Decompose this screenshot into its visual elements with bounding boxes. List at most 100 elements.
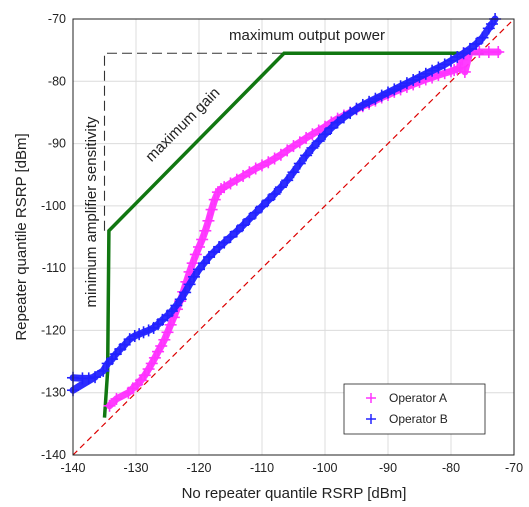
legend: Operator A Operator B <box>343 383 486 435</box>
y-tick-label: -130 <box>41 386 66 400</box>
data-point <box>89 371 102 384</box>
data-point <box>183 278 196 291</box>
data-point <box>413 70 426 83</box>
data-point <box>103 399 116 412</box>
data-point <box>363 95 376 108</box>
data-point <box>198 257 211 270</box>
y-tick-label: -70 <box>48 12 66 26</box>
data-point <box>256 159 268 172</box>
x-tick-label: -100 <box>312 461 337 475</box>
x-tick-label: -90 <box>379 461 397 475</box>
x-tick-label: -130 <box>123 461 148 475</box>
data-point <box>268 152 281 165</box>
data-point <box>142 324 155 337</box>
data-point <box>476 31 489 44</box>
data-point <box>174 293 187 306</box>
data-point <box>158 333 171 346</box>
data-point <box>237 219 250 232</box>
y-tick-label: -120 <box>41 323 66 337</box>
data-point <box>193 263 205 276</box>
x-tick-label: -70 <box>505 461 523 475</box>
data-point <box>230 173 243 186</box>
legend-box <box>343 383 486 435</box>
data-point <box>249 162 262 175</box>
data-point <box>470 37 483 50</box>
data-point <box>186 257 199 270</box>
data-point <box>193 240 205 253</box>
data-point <box>369 92 382 105</box>
data-point <box>205 203 218 216</box>
data-point <box>202 214 215 227</box>
data-point <box>312 135 325 148</box>
series-trail <box>69 15 499 394</box>
data-point <box>118 338 131 351</box>
legend-label-operator-b: Operator B <box>389 412 448 426</box>
data-point <box>274 181 287 194</box>
data-point <box>300 131 313 144</box>
data-point <box>164 318 177 331</box>
data-point <box>457 47 470 60</box>
data-point <box>451 50 464 63</box>
data-point <box>445 54 457 67</box>
data-point <box>293 157 306 170</box>
legend-label-operator-a: Operator A <box>389 391 447 405</box>
data-point <box>218 236 231 249</box>
annotation-min-sensitivity: minimum amplifier sensitivity <box>83 116 100 307</box>
y-tick-label: -110 <box>42 261 66 275</box>
data-point <box>445 65 457 78</box>
data-point <box>312 124 325 137</box>
data-point <box>485 17 498 30</box>
data-point <box>394 80 407 93</box>
data-point <box>211 186 224 199</box>
annotation-max-output-power: maximum output power <box>229 27 385 44</box>
data-point <box>438 58 451 71</box>
x-tick-label: -110 <box>250 461 274 475</box>
legend-marker-operator-a <box>366 393 376 403</box>
data-point <box>123 333 136 346</box>
data-point <box>306 128 319 141</box>
data-point <box>426 64 439 77</box>
y-axis-label: Repeater quantile RSRP [dBm] <box>13 133 30 340</box>
data-point <box>325 122 338 134</box>
data-point <box>448 64 461 77</box>
y-tick-label: -100 <box>41 199 66 213</box>
data-point <box>293 136 306 149</box>
data-point <box>142 363 155 376</box>
data-point <box>249 206 262 219</box>
data-point <box>262 194 275 207</box>
data-point <box>189 248 202 261</box>
data-point <box>382 86 394 99</box>
data-point <box>82 372 95 385</box>
data-point <box>230 225 243 238</box>
data-point <box>458 65 471 78</box>
data-point <box>268 188 281 201</box>
data-series <box>67 13 505 412</box>
data-point <box>407 74 420 87</box>
data-point <box>155 340 168 352</box>
x-tick-label: -80 <box>442 461 460 475</box>
data-point <box>300 149 313 162</box>
data-point <box>388 83 401 96</box>
data-point <box>356 98 369 111</box>
data-point <box>138 369 151 382</box>
data-point <box>463 42 476 55</box>
data-point <box>432 61 445 74</box>
data-point <box>224 231 237 243</box>
reference-lines <box>72 18 515 456</box>
data-point <box>199 224 212 237</box>
data-point <box>208 193 221 206</box>
data-point <box>319 128 331 141</box>
repeater-model-line <box>102 51 484 418</box>
y-tick-label: -90 <box>48 137 66 151</box>
legend-marker-operator-b <box>366 414 376 424</box>
data-point <box>375 89 388 102</box>
data-point <box>400 77 413 90</box>
data-point <box>281 144 294 157</box>
data-point <box>137 326 150 339</box>
data-point <box>145 357 158 370</box>
x-tick-label: -140 <box>60 461 85 475</box>
data-point <box>419 67 432 80</box>
data-point <box>179 286 192 299</box>
y-tick-label: -140 <box>41 448 66 462</box>
